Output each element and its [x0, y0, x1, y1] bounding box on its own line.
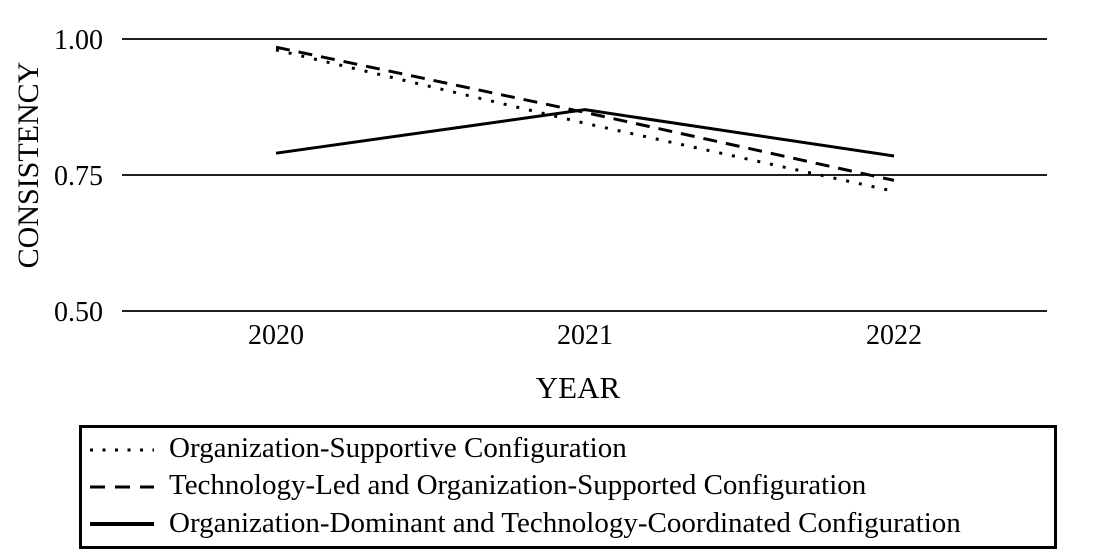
legend-line-sample-dashed	[90, 485, 154, 489]
y-axis-title: CONSISTENCY	[12, 62, 45, 269]
legend-item: Organization-Dominant and Technology-Coo…	[89, 506, 1050, 542]
y-tick-label: 0.50	[54, 297, 103, 328]
legend-item: Technology-Led and Organization-Supporte…	[89, 469, 1050, 505]
x-axis-title: YEAR	[536, 370, 621, 405]
legend-label: Technology-Led and Organization-Supporte…	[169, 469, 867, 502]
legend-item: Organization-Supportive Configuration	[89, 432, 1050, 468]
legend-line-sample-solid	[90, 522, 154, 527]
legend-label: Organization-Supportive Configuration	[169, 432, 627, 465]
line-chart: 1.00 0.75 0.50 2020 2021 2022 YEAR CONSISTENCY	[12, 25, 1047, 405]
series-line-solid	[275, 108, 895, 158]
legend-line-sample-dotted	[90, 448, 154, 452]
series-line-dotted	[275, 48, 895, 193]
legend: Organization-Supportive Configuration Tec…	[79, 425, 1057, 549]
x-tick-label: 2020	[248, 320, 304, 351]
x-tick-label: 2021	[557, 320, 613, 351]
legend-label: Organization-Dominant and Technology-Coo…	[169, 506, 961, 539]
y-tick-label: 0.75	[54, 161, 103, 192]
x-tick-label: 2022	[866, 320, 922, 351]
y-tick-label: 1.00	[54, 25, 103, 56]
series-line-dashed	[275, 45, 895, 182]
